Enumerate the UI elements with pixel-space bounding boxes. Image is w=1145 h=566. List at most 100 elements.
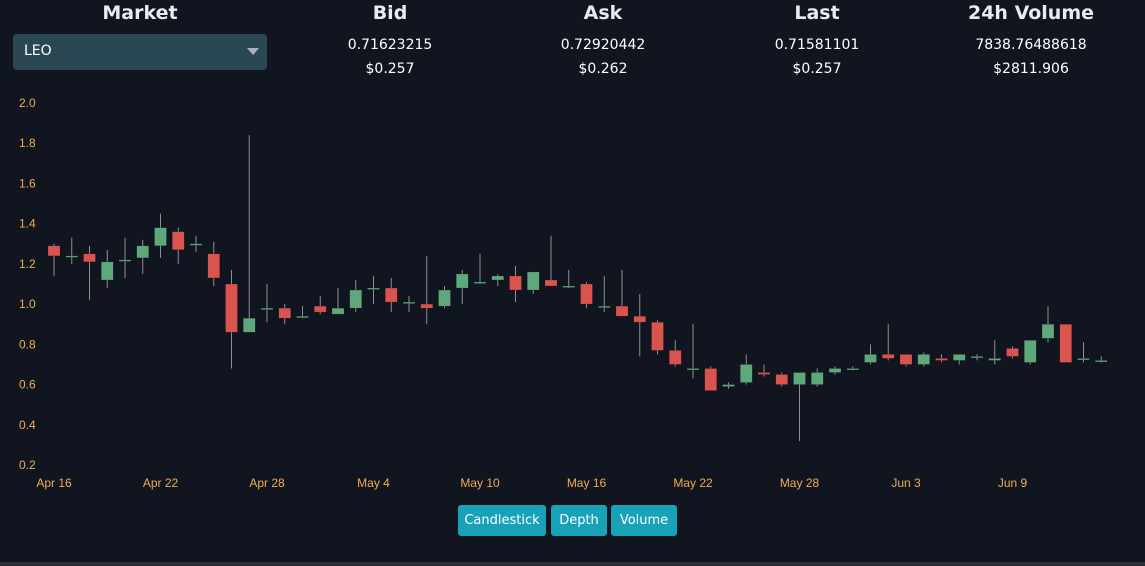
candle-body: [385, 287, 398, 303]
candle-body: [1041, 323, 1055, 339]
y-tick-label: 1.2: [19, 257, 36, 271]
candle-body: [633, 315, 646, 323]
candle-body: [225, 283, 238, 333]
candle-body: [917, 354, 930, 365]
bid-header: Bid: [372, 2, 408, 24]
volume-button[interactable]: Volume: [611, 505, 677, 536]
y-tick-label: 0.8: [19, 337, 36, 351]
y-tick-label: 1.6: [19, 176, 36, 190]
candle-body: [527, 271, 540, 291]
candle-body: [953, 354, 966, 361]
y-tick-label: 0.6: [19, 378, 36, 392]
candle-body: [740, 364, 753, 383]
candle-body: [207, 253, 220, 279]
candle-body: [722, 384, 735, 387]
ask-usd: $0.262: [578, 61, 628, 77]
candle-body: [243, 317, 256, 333]
candlestick-button[interactable]: Candlestick: [458, 505, 546, 536]
y-tick-label: 1.8: [19, 136, 36, 150]
x-tick-label: May 10: [460, 476, 500, 490]
candle-body: [473, 281, 487, 284]
bid-usd: $0.257: [365, 61, 415, 77]
candle-body: [314, 305, 327, 313]
x-tick-label: Apr 16: [36, 476, 72, 490]
chevron-down-icon: [247, 48, 259, 55]
y-tick-label: 1.4: [19, 217, 36, 231]
candle-body: [935, 358, 948, 361]
candle-body: [1006, 348, 1019, 357]
candle-body: [402, 301, 416, 304]
candle-body: [509, 275, 522, 291]
candle-body: [491, 275, 504, 281]
candle-body: [47, 245, 61, 257]
bottom-bar: [0, 562, 1145, 566]
candle-body: [970, 356, 984, 359]
candle-body: [669, 350, 682, 365]
market-select-value: LEO: [24, 43, 52, 59]
candle-body: [757, 372, 771, 375]
x-tick-label: Apr 22: [143, 476, 179, 490]
candle-body: [65, 255, 78, 258]
candle-body: [562, 285, 575, 288]
candle-body: [83, 253, 96, 263]
candle-body: [864, 354, 877, 363]
candle-body: [846, 368, 859, 371]
candle-body: [899, 354, 913, 365]
market-select[interactable]: LEO: [13, 34, 267, 70]
last-usd: $0.257: [792, 61, 842, 77]
candle-body: [438, 289, 451, 307]
candle-body: [260, 307, 274, 310]
candle-body: [278, 307, 291, 319]
last-value: 0.71581101: [774, 37, 860, 53]
candle-body: [988, 358, 1001, 361]
candle-body: [349, 289, 362, 309]
y-tick-label: 0.2: [19, 458, 36, 472]
candle-body: [1095, 360, 1108, 363]
bid-value: 0.71623215: [347, 37, 433, 53]
ask-value: 0.72920442: [560, 37, 646, 53]
candle-body: [1059, 323, 1072, 363]
candle-body: [331, 307, 345, 315]
y-tick-label: 2.0: [19, 96, 36, 110]
candle-body: [615, 305, 629, 317]
candle-body: [367, 287, 380, 290]
candle-body: [686, 368, 700, 371]
candle-body: [101, 261, 114, 281]
candle-body: [189, 243, 203, 246]
x-tick-label: Jun 9: [998, 476, 1028, 490]
candle-body: [580, 283, 593, 305]
candle-body: [651, 321, 664, 351]
candle-body: [154, 227, 167, 247]
candle-body: [136, 245, 149, 259]
y-tick-label: 1.0: [19, 297, 36, 311]
candle-body: [456, 273, 469, 289]
x-tick-label: May 28: [780, 476, 820, 490]
candle-body: [172, 231, 185, 251]
x-tick-label: May 16: [567, 476, 607, 490]
candle-body: [598, 305, 611, 308]
candle-body: [1077, 358, 1090, 361]
candle-body: [775, 374, 788, 385]
volume-value: 7838.76488618: [975, 37, 1087, 53]
candle-body: [118, 259, 132, 262]
x-tick-label: Jun 3: [891, 476, 921, 490]
y-tick-label: 0.4: [19, 418, 36, 432]
candle-body: [420, 303, 433, 309]
candle-body: [882, 354, 895, 359]
volume-usd: $2811.906: [993, 61, 1069, 77]
candle-body: [1024, 340, 1037, 363]
last-header: Last: [794, 2, 840, 24]
x-tick-label: May 4: [357, 476, 390, 490]
candle-body: [544, 279, 558, 287]
candle-body: [828, 368, 842, 373]
market-header: Market: [102, 2, 178, 24]
candle-body: [811, 372, 824, 385]
volume-header: 24h Volume: [967, 2, 1095, 24]
candle-body: [296, 315, 309, 318]
x-tick-label: Apr 28: [249, 476, 285, 490]
x-tick-label: May 22: [673, 476, 713, 490]
depth-button[interactable]: Depth: [551, 505, 607, 536]
candle-body: [793, 372, 806, 385]
candle-body: [704, 368, 717, 391]
